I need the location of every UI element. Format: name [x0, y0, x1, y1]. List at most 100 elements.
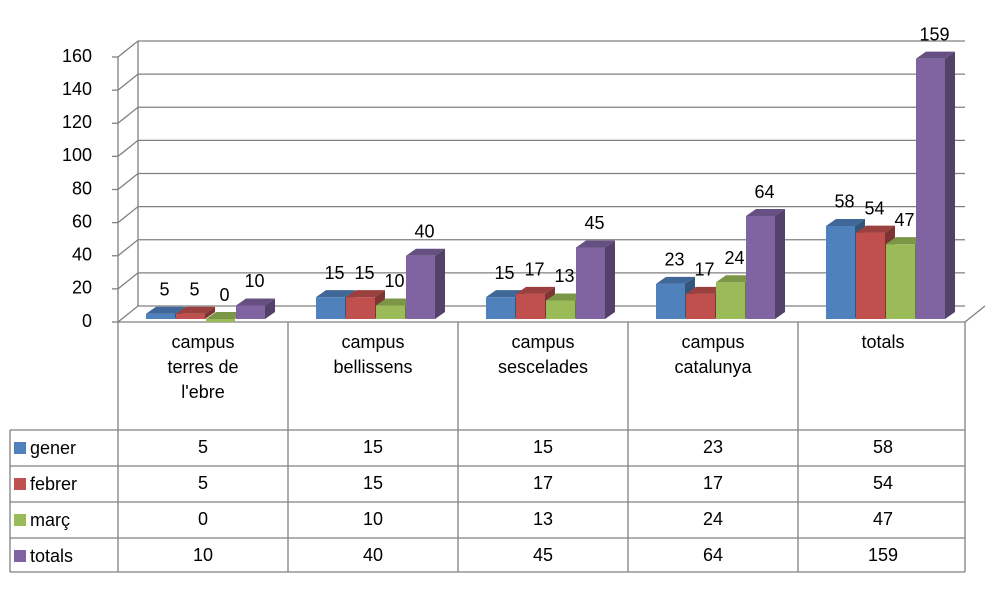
data-label: 64 — [754, 182, 774, 202]
bar — [346, 297, 375, 319]
table-cell: 54 — [872, 473, 894, 493]
bar-top — [826, 218, 865, 226]
table-header-cell: campus catalunya — [674, 332, 752, 377]
floor-edge — [118, 305, 986, 323]
table-cell: 17 — [702, 473, 724, 493]
grid-line — [117, 139, 965, 157]
legend-swatch — [14, 442, 26, 454]
bar-top — [916, 51, 955, 59]
legend-swatch — [14, 550, 26, 562]
bar — [516, 293, 545, 319]
y-tick-label: 160 — [62, 46, 92, 66]
data-label: 47 — [894, 210, 914, 230]
y-tick-label: 20 — [72, 278, 92, 298]
bar-side — [605, 240, 615, 319]
bar-top — [376, 298, 415, 306]
table-header-cell: campus sescelades — [497, 332, 589, 377]
data-table-grid — [9, 322, 966, 573]
data-label: 0 — [219, 285, 229, 305]
bar-top — [236, 298, 275, 306]
bar-top — [576, 240, 615, 248]
table-cell: 5 — [197, 437, 208, 457]
table-cell: 45 — [532, 545, 554, 565]
data-label: 15 — [324, 263, 344, 283]
bar-top — [546, 293, 585, 301]
grid-line — [117, 73, 965, 91]
bar — [746, 216, 775, 319]
table-cell: 24 — [702, 509, 724, 529]
bar — [316, 297, 345, 319]
legend-entry: totals — [10, 538, 118, 574]
bar — [716, 282, 745, 319]
bar — [686, 293, 715, 319]
data-label: 54 — [864, 198, 884, 218]
y-tick-label: 0 — [82, 311, 92, 331]
table-cell: 5 — [197, 473, 208, 493]
y-tick-label: 100 — [62, 145, 92, 165]
bar-top — [176, 306, 215, 314]
bar — [146, 313, 175, 319]
bar — [236, 305, 265, 319]
grid-line — [117, 106, 965, 124]
bar — [376, 305, 405, 319]
table-cell: 23 — [702, 437, 724, 457]
data-label: 58 — [834, 192, 854, 212]
bar-top — [886, 237, 925, 245]
table-cell: 159 — [867, 545, 899, 565]
data-label: 13 — [554, 266, 574, 286]
bar — [916, 58, 945, 319]
bar-side — [435, 248, 445, 319]
legend-swatch — [14, 478, 26, 490]
bar-top — [516, 286, 555, 294]
y-tick-label: 80 — [72, 178, 92, 198]
table-cell: 10 — [192, 545, 214, 565]
y-tick-label: 140 — [62, 79, 92, 99]
data-label: 159 — [919, 24, 949, 44]
table-cell: 15 — [362, 437, 384, 457]
bar-side — [945, 51, 955, 319]
bar-top — [206, 312, 245, 319]
data-label: 15 — [354, 263, 374, 283]
y-tick-label: 120 — [62, 112, 92, 132]
bar-side — [775, 209, 785, 319]
data-label: 10 — [244, 271, 264, 291]
bar-top — [746, 209, 785, 216]
legend-label: gener — [30, 438, 77, 458]
legend-entry: gener — [10, 430, 118, 466]
bar-top — [146, 306, 185, 314]
table-cell: 10 — [362, 509, 384, 529]
bar — [856, 232, 885, 319]
data-label: 40 — [414, 222, 434, 242]
legend-label: març — [30, 510, 70, 530]
bar-top — [346, 290, 385, 298]
data-label: 45 — [584, 213, 604, 233]
table-cell: 0 — [197, 509, 208, 529]
bar-top — [316, 290, 355, 298]
table-cell: 15 — [362, 473, 384, 493]
legend-label: totals — [30, 546, 74, 566]
bar-side — [205, 306, 215, 319]
grid-line — [117, 40, 965, 58]
legend-swatch — [14, 514, 26, 526]
bar — [826, 225, 855, 319]
bar-top — [686, 286, 725, 294]
data-label: 24 — [724, 248, 744, 268]
table-cell: 40 — [362, 545, 384, 565]
bar — [886, 244, 915, 319]
data-label: 17 — [524, 260, 544, 280]
table-cell: 15 — [532, 437, 554, 457]
legend-entry: març — [10, 502, 118, 538]
legend-entry: febrer — [10, 466, 118, 502]
table-cell: 13 — [532, 509, 554, 529]
bar — [546, 300, 575, 319]
bar — [576, 247, 605, 319]
bar-top — [656, 276, 695, 284]
bar-top — [856, 225, 895, 233]
bar-top — [716, 275, 755, 283]
data-label: 23 — [664, 250, 684, 270]
table-cell: 17 — [532, 473, 554, 493]
table-header-cell: totals — [861, 332, 905, 352]
y-tick-label: 40 — [72, 245, 92, 265]
